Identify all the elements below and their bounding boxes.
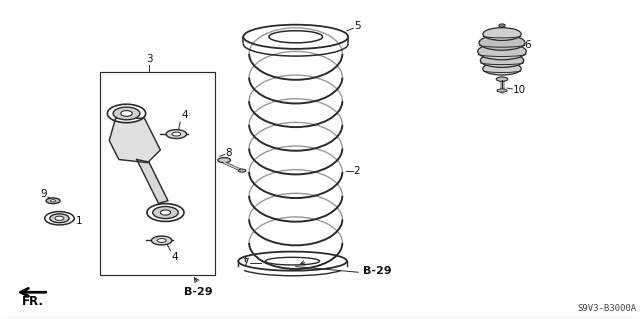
Polygon shape <box>109 118 161 163</box>
Ellipse shape <box>121 111 132 116</box>
Text: B-29: B-29 <box>363 266 392 276</box>
Text: S9V3-B3000A: S9V3-B3000A <box>577 304 636 313</box>
Ellipse shape <box>51 200 56 202</box>
Text: 4: 4 <box>172 252 178 262</box>
Ellipse shape <box>147 204 184 221</box>
Ellipse shape <box>55 216 64 220</box>
Ellipse shape <box>496 77 508 81</box>
Text: 10: 10 <box>513 85 526 95</box>
Ellipse shape <box>499 24 505 27</box>
Text: 4: 4 <box>181 110 188 121</box>
Text: FR.: FR. <box>22 295 44 308</box>
Ellipse shape <box>166 130 186 138</box>
Ellipse shape <box>153 206 178 219</box>
Ellipse shape <box>113 107 140 120</box>
Text: 8: 8 <box>225 148 232 158</box>
Text: 1: 1 <box>76 216 83 226</box>
Text: 5: 5 <box>354 21 360 31</box>
Ellipse shape <box>46 198 60 204</box>
Ellipse shape <box>157 239 166 242</box>
Text: 6: 6 <box>524 40 531 49</box>
Ellipse shape <box>238 169 246 172</box>
Text: 9: 9 <box>40 189 47 199</box>
Ellipse shape <box>483 28 521 41</box>
Text: B-29: B-29 <box>184 287 213 297</box>
Ellipse shape <box>161 210 171 215</box>
Ellipse shape <box>480 53 524 67</box>
Ellipse shape <box>479 35 525 50</box>
Ellipse shape <box>477 43 526 60</box>
Polygon shape <box>137 160 168 203</box>
Ellipse shape <box>50 214 69 223</box>
Ellipse shape <box>218 158 230 163</box>
Ellipse shape <box>108 104 146 123</box>
Ellipse shape <box>45 211 74 225</box>
Text: 3: 3 <box>146 54 153 64</box>
Ellipse shape <box>497 89 507 92</box>
Text: 2: 2 <box>353 166 360 176</box>
Ellipse shape <box>152 236 172 245</box>
Ellipse shape <box>172 132 180 136</box>
Ellipse shape <box>483 62 521 75</box>
Bar <box>100 72 214 275</box>
Text: 7: 7 <box>242 258 248 268</box>
